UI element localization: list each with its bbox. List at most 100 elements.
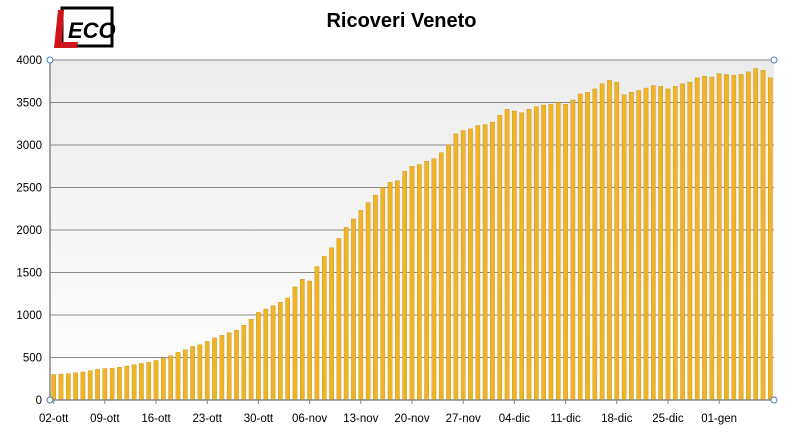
x-tick-label: 18-dic <box>601 413 633 425</box>
bar <box>651 85 656 401</box>
bar <box>563 103 568 401</box>
x-tick-label: 09-ott <box>90 413 120 425</box>
bar <box>672 86 678 401</box>
bar <box>190 346 195 401</box>
x-tick-label: 30-ott <box>244 413 274 425</box>
bar <box>453 133 459 401</box>
bar <box>395 180 400 401</box>
bar <box>658 86 663 401</box>
bar <box>592 88 598 401</box>
bar <box>665 88 671 401</box>
bar <box>431 158 437 401</box>
bar <box>643 87 649 401</box>
bar <box>109 367 115 401</box>
bar <box>760 69 766 401</box>
handle-bottom-left <box>46 396 54 404</box>
bar <box>475 125 481 401</box>
bar <box>285 297 290 401</box>
handle-top-right <box>770 56 778 64</box>
bars <box>51 68 773 401</box>
bar <box>746 71 751 401</box>
bar <box>219 335 225 401</box>
bar <box>65 373 71 401</box>
bar <box>131 364 137 401</box>
bar <box>351 218 356 401</box>
bar <box>629 92 634 401</box>
x-tick-label: 01-gen <box>701 413 737 425</box>
bar <box>270 305 276 401</box>
y-tick-label: 1500 <box>16 268 42 280</box>
y-tick-label: 500 <box>23 353 42 365</box>
bar <box>446 144 451 401</box>
bar <box>329 247 334 401</box>
handle-top-left <box>46 56 54 64</box>
bar <box>724 74 729 401</box>
x-tick-label: 11-dic <box>550 413 581 425</box>
handle-bottom-right <box>770 396 778 404</box>
x-tick-label: 27-nov <box>446 413 481 425</box>
bar <box>687 81 693 401</box>
bar <box>387 182 393 401</box>
bar <box>548 103 554 401</box>
y-tick-label: 0 <box>36 395 42 407</box>
bar <box>51 374 56 401</box>
bar <box>534 106 539 401</box>
bar <box>321 256 327 401</box>
bar <box>365 202 371 401</box>
bar <box>124 365 130 401</box>
bar <box>607 80 612 401</box>
y-tick-label: 3000 <box>16 140 42 152</box>
bar <box>336 238 342 401</box>
y-tick-label: 1000 <box>16 310 42 322</box>
bar <box>117 367 122 401</box>
bar <box>234 330 239 401</box>
bar <box>409 166 415 401</box>
bar <box>241 325 247 401</box>
bar <box>307 280 312 401</box>
bar <box>102 368 108 401</box>
bar <box>519 112 525 401</box>
logo-eco-text: ECO <box>68 18 116 43</box>
bar <box>226 332 232 401</box>
eco-logo: ECO L' <box>48 2 118 50</box>
bar <box>299 279 305 401</box>
bar <box>161 358 166 401</box>
y-tick-label: 4000 <box>16 55 42 67</box>
y-tick-label: 2000 <box>16 225 42 237</box>
x-tick-label: 23-ott <box>193 413 223 425</box>
bar <box>256 312 261 401</box>
bar <box>716 73 722 401</box>
bar <box>175 352 181 401</box>
bar <box>570 99 576 401</box>
bar <box>541 104 546 401</box>
bar <box>482 124 488 401</box>
bar <box>753 68 759 401</box>
bar <box>139 363 144 401</box>
bar <box>292 286 298 401</box>
bar <box>314 266 320 401</box>
bar <box>585 92 590 401</box>
x-axis-ticks: 02-ott 09-ott 16-ott 23-ott 30-ott 06-nov 13-n… <box>39 400 737 425</box>
bar <box>197 344 203 401</box>
selection-handles[interactable] <box>46 56 778 404</box>
bar <box>80 371 86 401</box>
bar <box>460 130 466 401</box>
bar <box>153 360 159 401</box>
bar <box>73 372 78 401</box>
y-axis-ticks: 0 500 1000 1500 2000 2500 3000 3500 4000 <box>16 55 42 407</box>
x-tick-label: 25-dic <box>652 413 684 425</box>
bar <box>168 355 173 401</box>
bar <box>702 75 707 401</box>
bar <box>577 93 583 401</box>
bar <box>490 121 495 401</box>
x-tick-label: 16-ott <box>141 413 171 425</box>
bar <box>680 83 685 401</box>
bar <box>402 171 408 401</box>
y-tick-label: 2500 <box>16 183 42 195</box>
bar <box>438 152 444 401</box>
bar <box>636 90 642 401</box>
x-tick-label: 04-dic <box>499 413 531 425</box>
x-tick-label: 06-nov <box>292 413 327 425</box>
bar <box>424 160 429 401</box>
